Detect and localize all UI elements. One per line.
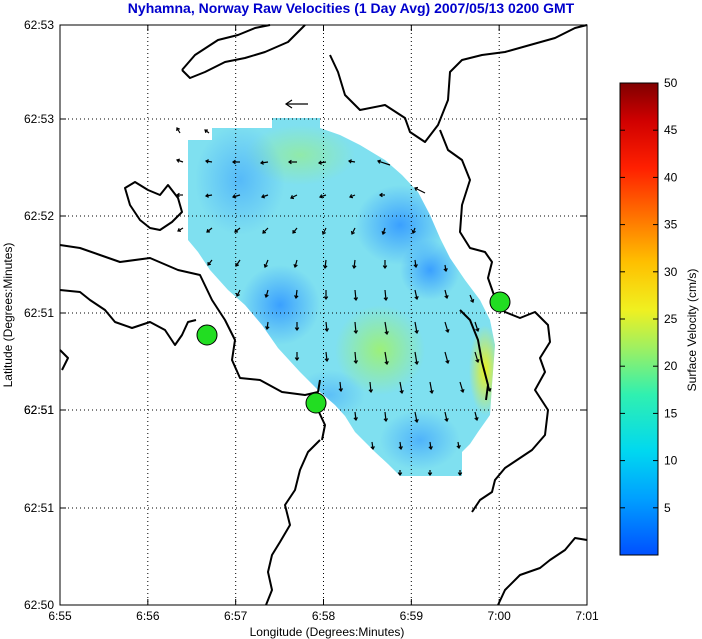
colorbar-tick-label: 40 [664, 170, 678, 184]
y-tick-label: 62:50 [24, 598, 54, 612]
x-tick-label: 6:58 [312, 609, 336, 623]
y-tick-label: 62:51 [24, 403, 54, 417]
colorbar [619, 82, 659, 556]
velocity-arrows [175, 127, 492, 477]
colorbar-label: Surface Velocity (cm/s) [685, 269, 699, 392]
colorbar-tick-label: 10 [664, 454, 678, 468]
x-tick-label: 6:56 [136, 609, 160, 623]
colorbar-tick-label: 50 [664, 76, 678, 90]
y-tick-label: 62:51 [24, 403, 54, 417]
x-tick-label: 6:57 [224, 609, 248, 623]
y-tick-label: 62:51 [24, 306, 54, 320]
y-tick-label: 62:52 [24, 209, 54, 223]
x-tick-label: 6:55 [48, 609, 72, 623]
colorbar-tick-label: 25 [664, 312, 678, 326]
x-tick-label: 6:59 [400, 609, 424, 623]
x-tick-label: 7:01 [575, 609, 599, 623]
y-tick-label: 62:51 [24, 501, 54, 515]
colorbar-ticks: 5 10 15 20 25 30 35 40 45 50 [620, 76, 678, 515]
x-axis-label: Longitude (Degrees:Minutes) [250, 625, 405, 639]
coastline [59, 24, 588, 606]
colorbar-tick-label: 20 [664, 359, 678, 373]
y-tick-label: 62:53 [24, 112, 54, 126]
map-title: Nyhamna, Norway Raw Velocities (1 Day Av… [127, 0, 575, 16]
colorbar-tick-label: 35 [664, 218, 678, 232]
colorbar-tick-label: 30 [664, 265, 678, 279]
grid-lines [60, 25, 587, 605]
station-west[interactable] [196, 324, 218, 346]
colorbar-tick-label: 45 [664, 123, 678, 137]
colorbar-tick-label: 5 [664, 501, 671, 515]
y-axis-label: Latitude (Degrees:Minutes) [1, 243, 15, 388]
x-axis-ticks: 6:55 6:56 6:57 6:58 6:59 7:00 7:01 [48, 25, 599, 623]
station-south[interactable] [305, 392, 327, 414]
reference-arrow [284, 99, 308, 109]
station-east[interactable] [489, 291, 511, 313]
colorbar-tick-label: 15 [664, 406, 678, 420]
y-tick-label: 62:53 [24, 18, 54, 32]
x-tick-label: 7:00 [487, 609, 511, 623]
